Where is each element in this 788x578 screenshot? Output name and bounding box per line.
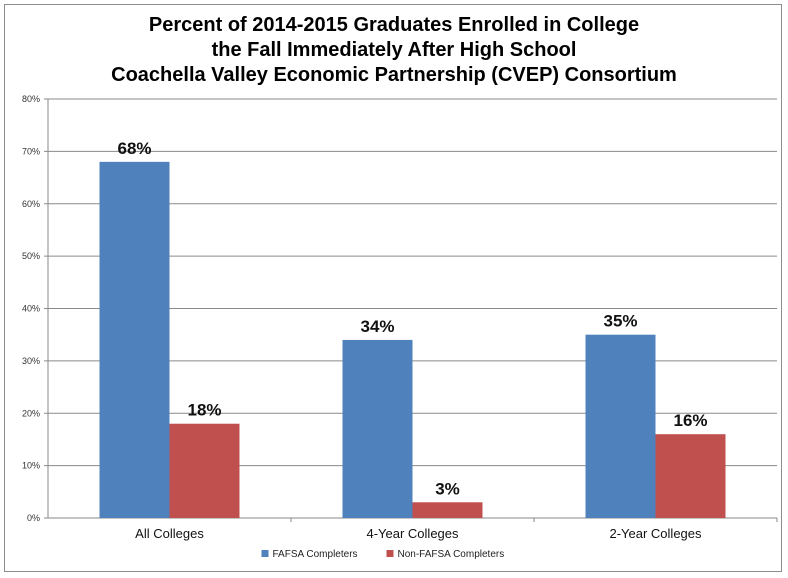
bar-non-fafsa-completers-1 xyxy=(412,502,483,518)
y-tick-label: 0% xyxy=(27,513,40,523)
chart-title-line-2: the Fall Immediately After High School xyxy=(212,39,577,61)
chart-title: Percent of 2014-2015 Graduates Enrolled … xyxy=(111,14,677,86)
bar-chart: Percent of 2014-2015 Graduates Enrolled … xyxy=(22,14,778,560)
legend-label: Non-FAFSA Completers xyxy=(398,549,505,560)
legend-swatch xyxy=(386,550,394,557)
bar-non-fafsa-completers-0 xyxy=(169,423,240,518)
x-tick-label: 2-Year Colleges xyxy=(609,526,702,541)
legend-label: FAFSA Completers xyxy=(273,549,358,560)
data-label: 35% xyxy=(603,312,637,331)
data-label: 18% xyxy=(187,401,221,420)
y-tick-label: 70% xyxy=(22,146,40,156)
y-tick-label: 40% xyxy=(22,304,40,314)
data-label: 68% xyxy=(117,139,151,158)
y-tick-label: 20% xyxy=(22,408,40,418)
bar-fafsa-completers-1 xyxy=(342,339,413,518)
y-tick-label: 60% xyxy=(22,199,40,209)
y-tick-label: 10% xyxy=(22,461,40,471)
bar-non-fafsa-completers-2 xyxy=(655,434,726,518)
y-tick-label: 80% xyxy=(22,94,40,104)
legend-swatch xyxy=(261,550,269,557)
x-tick-label: 4-Year Colleges xyxy=(366,526,459,541)
bars xyxy=(99,161,726,518)
data-labels: 68% 18% 34% 3% 35% 16% xyxy=(117,139,707,498)
bar-fafsa-completers-2 xyxy=(585,334,656,518)
chart-frame: Percent of 2014-2015 Graduates Enrolled … xyxy=(4,4,782,572)
x-tick-label: All Colleges xyxy=(135,526,204,541)
data-label: 16% xyxy=(673,411,707,430)
chart-title-line-3: Coachella Valley Economic Partnership (C… xyxy=(111,64,677,86)
bar-fafsa-completers-0 xyxy=(99,161,170,518)
chart-title-line-1: Percent of 2014-2015 Graduates Enrolled … xyxy=(149,14,639,36)
y-tick-label: 50% xyxy=(22,251,40,261)
data-label: 3% xyxy=(435,479,460,498)
legend: FAFSA Completers Non-FAFSA Completers xyxy=(261,549,505,560)
data-label: 34% xyxy=(360,317,394,336)
legend-item: FAFSA Completers xyxy=(261,549,358,560)
legend-item: Non-FAFSA Completers xyxy=(386,549,505,560)
y-tick-label: 30% xyxy=(22,356,40,366)
